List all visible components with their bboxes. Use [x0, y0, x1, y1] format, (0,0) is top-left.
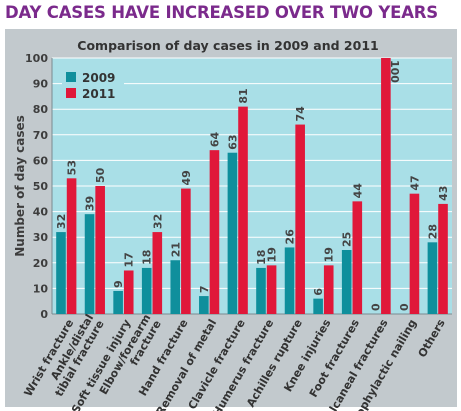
y-axis-label: Number of day cases [13, 115, 27, 257]
bar-2011 [95, 186, 105, 314]
data-label: 47 [408, 175, 421, 190]
data-label: 18 [255, 250, 268, 265]
bar-2011 [181, 188, 191, 314]
bar-2011 [209, 150, 220, 314]
data-label: 39 [84, 196, 97, 211]
bar-2009 [113, 290, 123, 314]
bar-2009 [84, 214, 95, 314]
data-label: 9 [112, 280, 125, 288]
data-label: 19 [266, 247, 279, 262]
bar-2011 [323, 265, 334, 314]
bar-2009 [199, 296, 209, 314]
bar-2009 [227, 152, 238, 314]
bar-2009 [284, 247, 295, 314]
y-tick-label: 0 [40, 308, 48, 321]
bar-2011 [123, 270, 134, 314]
data-label: 53 [66, 160, 79, 175]
y-tick-label: 100 [25, 52, 48, 65]
data-label: 25 [341, 232, 354, 247]
data-label: 6 [312, 288, 325, 296]
bar-2011 [352, 201, 363, 314]
bar-2011 [438, 203, 448, 314]
bar-2009 [256, 267, 266, 314]
x-tick-label: Others [416, 317, 448, 360]
data-label: 43 [437, 186, 450, 201]
y-tick-label: 30 [33, 231, 49, 244]
y-tick-label: 70 [33, 129, 49, 142]
bar-2009 [141, 267, 152, 314]
bar-2009 [341, 250, 352, 314]
bar-2011 [381, 58, 391, 314]
bar-2009 [170, 260, 181, 314]
bar-2009 [427, 242, 438, 314]
data-label: 21 [169, 242, 182, 257]
bar-2011 [152, 232, 163, 314]
data-label: 0 [369, 303, 382, 311]
bar-2009 [313, 298, 323, 314]
y-tick-label: 90 [33, 78, 49, 91]
data-label: 32 [151, 214, 164, 229]
data-label: 100 [388, 60, 401, 83]
chart-title: Comparison of day cases in 2009 and 2011 [77, 38, 378, 53]
bar-2011 [238, 106, 248, 314]
y-tick-label: 50 [33, 180, 49, 193]
legend-swatch-2009 [66, 72, 76, 82]
y-tick-label: 20 [33, 257, 49, 270]
data-label: 26 [284, 229, 297, 245]
data-label: 28 [426, 224, 439, 239]
data-label: 81 [237, 88, 250, 103]
legend-label-2009: 2009 [82, 71, 115, 85]
bar-2011 [295, 124, 305, 314]
bar-2009 [56, 232, 66, 314]
data-label: 63 [226, 134, 239, 149]
data-label: 19 [323, 247, 336, 262]
legend-swatch-2011 [66, 88, 76, 98]
data-label: 17 [123, 252, 136, 267]
y-tick-label: 80 [33, 103, 49, 116]
data-label: 44 [351, 183, 364, 199]
data-label: 0 [398, 303, 411, 311]
legend-label-2011: 2011 [82, 87, 115, 101]
data-label: 7 [198, 285, 211, 293]
data-label: 18 [141, 250, 154, 265]
data-label: 32 [55, 214, 68, 229]
y-tick-label: 10 [33, 282, 49, 295]
data-label: 50 [94, 167, 107, 183]
data-label: 74 [294, 106, 307, 122]
bar-2011 [66, 178, 77, 314]
bar-2011 [266, 265, 277, 314]
data-label: 49 [180, 170, 193, 185]
y-tick-label: 60 [33, 154, 49, 167]
data-label: 64 [208, 132, 221, 148]
bar-2011 [409, 193, 420, 314]
y-tick-label: 40 [33, 206, 49, 219]
headline: DAY CASES HAVE INCREASED OVER TWO YEARS [5, 3, 438, 22]
